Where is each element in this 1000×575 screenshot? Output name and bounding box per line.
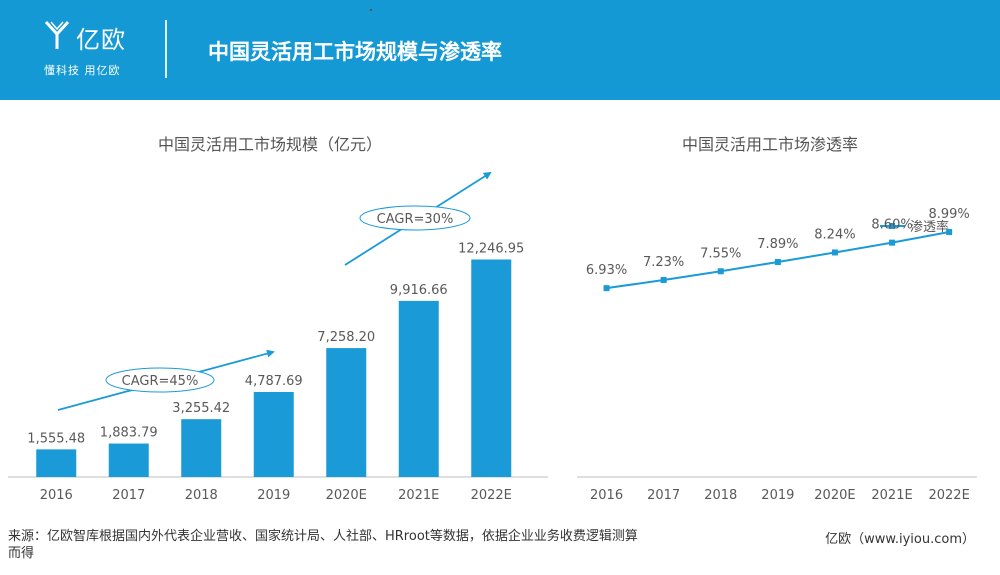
x-tick-label: 2020E [326, 488, 367, 503]
data-point-2018 [717, 268, 724, 275]
bar-2021E [398, 300, 439, 477]
x-tick-label: 2016 [40, 488, 73, 503]
bar-2017 [108, 443, 149, 477]
bar-value-label: 12,246.95 [458, 241, 524, 256]
data-point-2022E [946, 229, 953, 236]
data-label: 7.55% [700, 246, 741, 261]
decorative-dot [370, 9, 372, 11]
header-divider [165, 20, 167, 78]
x-tick-label: 2018 [185, 488, 218, 503]
bar-value-label: 1,883.79 [100, 426, 158, 441]
logo: 亿欧 懂科技 用亿欧 [40, 14, 150, 84]
line-chart-title: 中国灵活用工市场渗透率 [682, 135, 858, 154]
x-tick-label: 2017 [112, 488, 145, 503]
bar-value-label: 4,787.69 [245, 374, 303, 389]
data-label: 7.23% [643, 255, 684, 270]
logo-y-icon [44, 20, 70, 49]
x-tick-label: 2022E [928, 488, 969, 503]
x-tick-label: 2019 [761, 488, 794, 503]
legend-label: 渗透率 [910, 219, 949, 235]
data-label: 8.60% [871, 218, 912, 233]
data-label: 7.89% [757, 237, 798, 252]
cagr-label-1: CAGR=45% [122, 374, 199, 389]
bar-2016 [36, 449, 77, 477]
data-point-2016 [603, 285, 610, 292]
bar-chart-svg: 中国灵活用工市场规模（亿元） 1,555.48 2016 1,883.79 2017 3,… [8, 135, 548, 503]
x-tick-label: 2020E [814, 488, 855, 503]
header-banner: 亿欧 懂科技 用亿欧 中国灵活用工市场规模与渗透率 [0, 0, 1000, 100]
market-size-bar-chart: 中国灵活用工市场规模（亿元） 1,555.48 2016 1,883.79 2017 3,… [0, 120, 560, 515]
cagr-label-2: CAGR=30% [377, 212, 454, 227]
data-point-2020E [831, 249, 838, 256]
x-tick-label: 2021E [398, 488, 439, 503]
bar-2020E [326, 348, 367, 477]
x-tick-label: 2019 [257, 488, 290, 503]
bar-value-label: 1,555.48 [27, 431, 85, 446]
data-label: 6.93% [586, 263, 627, 278]
page-title: 中国灵活用工市场规模与渗透率 [208, 40, 502, 64]
data-point-2019 [774, 258, 781, 265]
source-note: 来源：亿欧智库根据国内外代表企业营收、国家统计局、人社部、HRroot等数据，依… [8, 529, 638, 561]
brand-credit: 亿欧（www.iyiou.com） [825, 532, 975, 547]
x-tick-label: 2016 [590, 488, 623, 503]
data-point-2021E [889, 239, 896, 246]
data-point-2017 [660, 276, 667, 283]
data-label: 8.99% [928, 207, 969, 222]
bar-chart-title: 中国灵活用工市场规模（亿元） [158, 135, 382, 154]
penetration-line-chart: 中国灵活用工市场渗透率渗透率 6.93% 2016 7.23% 2017 7.55% 201… [565, 120, 990, 515]
x-tick-label: 2021E [871, 488, 912, 503]
bar-value-label: 9,916.66 [390, 283, 448, 298]
bar-value-label: 3,255.42 [172, 401, 230, 416]
cagr-ellipse-2 [359, 205, 471, 231]
logo-slogan: 懂科技 用亿欧 [44, 64, 121, 77]
x-tick-label: 2022E [471, 488, 512, 503]
x-tick-label: 2018 [704, 488, 737, 503]
bar-2022E [471, 259, 512, 477]
logo-name: 亿欧 [76, 26, 126, 54]
bar-value-label: 7,258.20 [317, 330, 375, 345]
x-tick-label: 2017 [647, 488, 680, 503]
cagr-ellipse-1 [105, 367, 215, 393]
data-label: 8.24% [814, 227, 855, 242]
bar-2019 [253, 391, 294, 477]
bar-2018 [181, 419, 222, 477]
legend-marker [889, 223, 895, 229]
